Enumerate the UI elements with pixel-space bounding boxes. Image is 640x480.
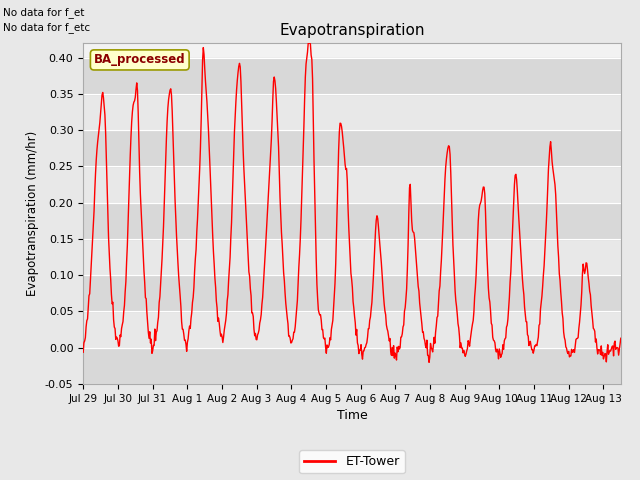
Bar [83, 58, 621, 94]
X-axis label: Time: Time [337, 409, 367, 422]
Legend: ET-Tower: ET-Tower [300, 450, 404, 473]
Text: No data for f_et: No data for f_et [3, 7, 84, 18]
Bar [83, 348, 621, 384]
Bar [83, 239, 621, 275]
Title: Evapotranspiration: Evapotranspiration [279, 23, 425, 38]
Bar [83, 167, 621, 203]
Text: BA_processed: BA_processed [94, 53, 186, 66]
Text: No data for f_etc: No data for f_etc [3, 22, 90, 33]
Y-axis label: Evapotranspiration (mm/hr): Evapotranspiration (mm/hr) [26, 131, 39, 296]
Bar [83, 94, 621, 130]
Bar [83, 203, 621, 239]
Bar [83, 312, 621, 348]
Bar [83, 130, 621, 167]
Bar [83, 275, 621, 312]
